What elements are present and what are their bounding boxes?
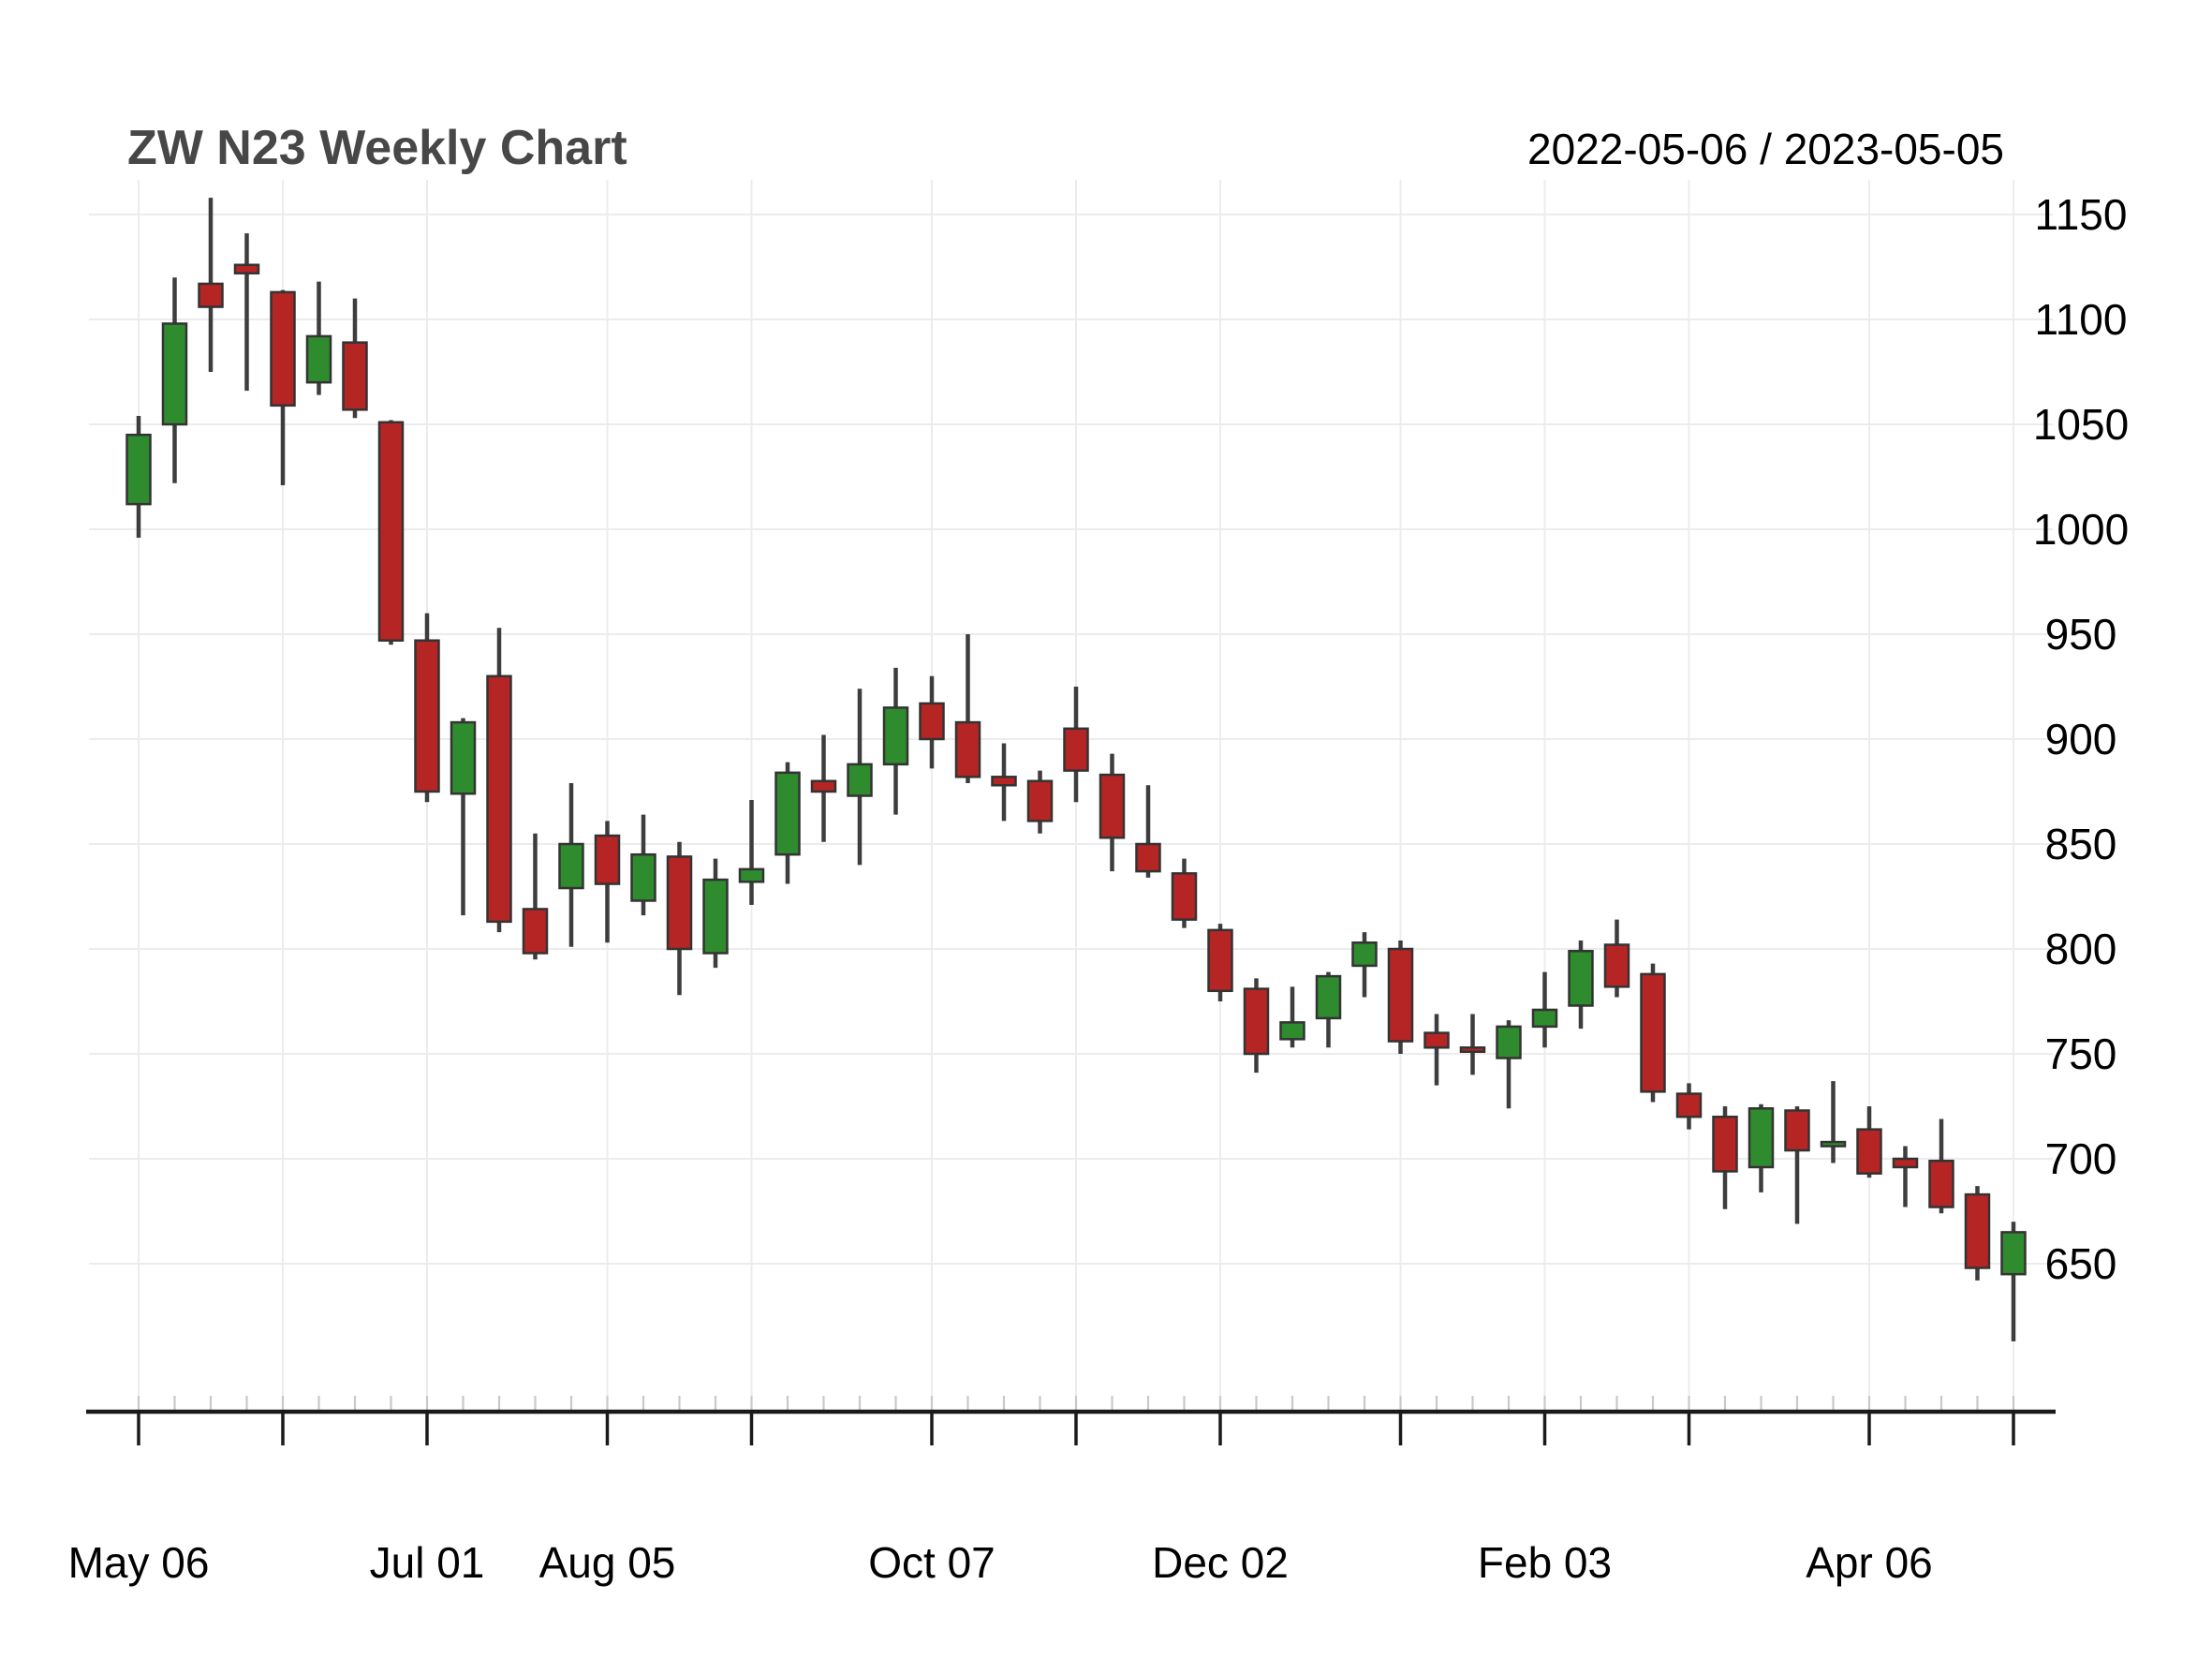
candle-body xyxy=(1315,974,1342,1020)
candle-body xyxy=(702,878,729,955)
candle-body xyxy=(991,776,1017,787)
y-axis-label: 1050 xyxy=(2033,400,2129,449)
candle-body xyxy=(414,639,440,793)
date-range-label: 2022-05-06 / 2023-05-05 xyxy=(1527,125,2004,173)
candle-body xyxy=(1243,987,1270,1056)
x-axis-label: Jul 01 xyxy=(370,1538,485,1587)
candle-body xyxy=(1171,872,1198,921)
candle-body xyxy=(342,341,368,411)
candle-body xyxy=(1207,928,1233,993)
x-axis-label: Apr 06 xyxy=(1806,1538,1933,1587)
candle-body xyxy=(1568,949,1594,1007)
y-axis-label: 850 xyxy=(2045,820,2117,868)
candle-body xyxy=(954,720,981,778)
candle-body xyxy=(270,290,296,407)
candle-body xyxy=(2000,1231,2027,1276)
candle-body xyxy=(198,282,224,308)
y-axis-label: 700 xyxy=(2045,1134,2117,1183)
candle-body xyxy=(738,867,765,883)
candle-body xyxy=(1387,947,1414,1043)
x-axis-label: Feb 03 xyxy=(1478,1538,1612,1587)
y-axis-label: 1150 xyxy=(2035,190,2128,239)
candle-body xyxy=(305,334,332,384)
candle-body xyxy=(1640,972,1666,1093)
x-axis-label: Aug 05 xyxy=(539,1538,676,1587)
y-axis-label: 650 xyxy=(2045,1239,2117,1288)
candle-body xyxy=(161,322,188,426)
candle-body xyxy=(810,779,837,793)
candle-body xyxy=(1459,1046,1486,1054)
candle-body xyxy=(1712,1115,1738,1173)
candle-body xyxy=(1351,941,1378,968)
candle-body xyxy=(630,852,656,902)
candle-body xyxy=(774,771,801,856)
candle-body xyxy=(594,834,621,885)
candle-body xyxy=(1892,1157,1919,1169)
y-axis-label: 900 xyxy=(2045,715,2117,763)
candle-body xyxy=(522,908,549,955)
candle-body xyxy=(882,706,909,766)
candle-body xyxy=(666,855,693,951)
candle-body xyxy=(125,433,152,506)
candle-body xyxy=(450,720,477,795)
candle-body xyxy=(1496,1025,1522,1059)
candle-body xyxy=(486,674,512,924)
y-axis-label: 1000 xyxy=(2033,505,2129,554)
candle-body xyxy=(847,763,873,797)
x-axis-label: Oct 07 xyxy=(868,1538,995,1587)
candle-body xyxy=(1423,1031,1450,1049)
candle-body xyxy=(1675,1092,1703,1118)
candle-body xyxy=(558,842,584,890)
candle-body xyxy=(1820,1140,1847,1148)
candle-body xyxy=(1063,727,1089,772)
candle-body xyxy=(377,421,405,642)
candle-body xyxy=(1964,1192,1991,1269)
candle-body xyxy=(1784,1109,1810,1152)
y-axis-label: 800 xyxy=(2045,925,2117,973)
candle-body xyxy=(1531,1008,1558,1029)
candle-body xyxy=(1928,1159,1954,1208)
candle-body xyxy=(1279,1021,1305,1041)
y-axis-label: 750 xyxy=(2045,1029,2117,1078)
candle-body xyxy=(919,702,945,741)
candle-body xyxy=(1856,1128,1882,1175)
candle-body xyxy=(233,263,260,274)
x-axis-label: Dec 02 xyxy=(1152,1538,1289,1587)
y-axis-label: 1100 xyxy=(2035,295,2128,344)
y-axis-label: 950 xyxy=(2045,610,2117,659)
x-axis-label: May 06 xyxy=(68,1538,210,1587)
candle-body xyxy=(1026,779,1054,822)
chart-title: ZW N23 Weekly Chart xyxy=(127,121,627,175)
candle-body xyxy=(1603,943,1630,988)
candle-body xyxy=(1135,842,1161,873)
candle-body xyxy=(1099,773,1126,839)
candle-body xyxy=(1747,1106,1775,1169)
